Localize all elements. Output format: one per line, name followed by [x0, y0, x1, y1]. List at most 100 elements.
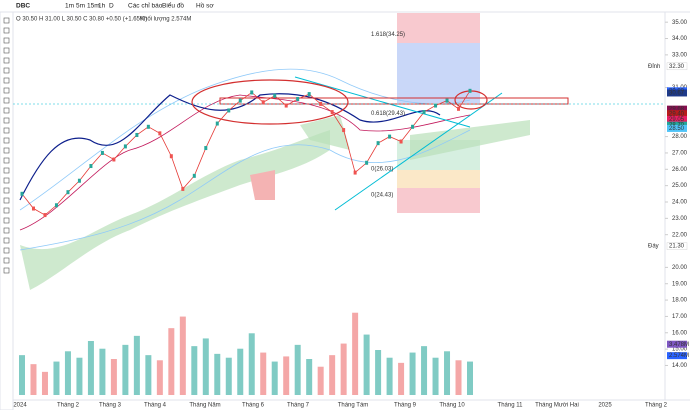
- time-label: Tháng Năm: [189, 403, 220, 409]
- candle: [238, 98, 242, 103]
- price-label: 26.00: [672, 167, 688, 173]
- candle: [66, 190, 70, 195]
- volume-bar: [202, 338, 209, 395]
- candle: [319, 101, 323, 106]
- tool-icon[interactable]: [3, 147, 10, 154]
- volume-bar: [225, 357, 232, 395]
- price-tag-name: Đáy: [648, 244, 659, 250]
- volume-bar: [306, 359, 313, 395]
- candle: [77, 178, 81, 183]
- candle: [215, 121, 219, 126]
- candle: [89, 164, 93, 169]
- volume-bar: [30, 364, 37, 395]
- volume-bar: [317, 366, 324, 395]
- fib-label: 0(24.43): [371, 193, 393, 199]
- candle: [307, 92, 311, 97]
- toolbar-button[interactable]: Biểu đồ: [162, 1, 184, 10]
- time-label: Tháng 6: [242, 403, 265, 409]
- chikou: [19, 93, 441, 201]
- volume-bar: [409, 352, 416, 395]
- volume-bar: [145, 355, 152, 395]
- tool-icon[interactable]: [3, 67, 10, 74]
- tool-icon[interactable]: [3, 187, 10, 194]
- tool-icon[interactable]: [3, 107, 10, 114]
- tool-icon[interactable]: [3, 177, 10, 184]
- candle: [365, 160, 369, 165]
- candle: [457, 106, 461, 111]
- tool-icon[interactable]: [3, 57, 10, 64]
- tool-icon[interactable]: [3, 167, 10, 174]
- tool-icon[interactable]: [3, 127, 10, 134]
- volume-bar: [156, 360, 163, 395]
- candle: [123, 144, 127, 149]
- tool-icon[interactable]: [3, 207, 10, 214]
- candle: [54, 203, 58, 208]
- tool-icon[interactable]: [3, 197, 10, 204]
- fib-label: 1.618(34.25): [371, 32, 405, 38]
- legend-volume: Khối lượng 2.574M: [140, 17, 191, 23]
- price-tag-label: 29.05: [669, 117, 685, 123]
- price-label: 35.00: [672, 20, 688, 26]
- toolbar-button[interactable]: Hồ sơ: [196, 1, 214, 10]
- tool-icon[interactable]: [3, 267, 10, 274]
- price-label: 19.00: [672, 281, 688, 287]
- fib-zone: [397, 188, 480, 213]
- legend-ohlc: O 30.50 H 31.00 L 30.50 C 30.80 +0.50 (+…: [16, 17, 147, 23]
- candle: [376, 141, 380, 146]
- candle: [399, 139, 403, 144]
- volume-bar: [444, 351, 451, 395]
- time-label: Tháng 9: [394, 403, 417, 409]
- price-label: 25.00: [672, 183, 688, 189]
- interval[interactable]: 1h: [98, 3, 106, 10]
- price-tag-label: 21.30: [669, 244, 685, 250]
- candle: [204, 146, 208, 151]
- bollinger: [19, 68, 471, 211]
- volume-bar: [122, 344, 129, 395]
- tool-icon[interactable]: [3, 237, 10, 244]
- tool-icon[interactable]: [3, 47, 10, 54]
- tool-icon[interactable]: [3, 247, 10, 254]
- volume-bar: [237, 348, 244, 395]
- volume-bar: [110, 359, 117, 395]
- price-label: 28.00: [672, 134, 688, 140]
- volume-bar: [76, 357, 83, 395]
- interval[interactable]: D: [109, 3, 114, 10]
- candle: [227, 108, 231, 113]
- volume-bar: [421, 346, 428, 395]
- tool-icon[interactable]: [3, 97, 10, 104]
- price-label: 27.00: [672, 151, 688, 157]
- price-tag-label: 3.478M: [669, 342, 689, 348]
- toolbar-button[interactable]: Các chỉ báo: [128, 2, 163, 10]
- price-label: 14.00: [672, 363, 688, 369]
- volume-bar: [375, 350, 382, 395]
- price-label: 22.00: [672, 232, 688, 238]
- price-label: 23.00: [672, 216, 688, 222]
- tool-icon[interactable]: [3, 17, 10, 24]
- interval[interactable]: 15m: [87, 3, 100, 10]
- price-tag: [667, 340, 687, 348]
- tool-icon[interactable]: [3, 137, 10, 144]
- symbol[interactable]: DBC: [16, 3, 30, 10]
- time-label: Tháng 7: [287, 403, 310, 409]
- tool-icon[interactable]: [3, 77, 10, 84]
- time-label: 2024: [13, 403, 27, 409]
- price-label: 20.00: [672, 265, 688, 271]
- tool-icon[interactable]: [3, 157, 10, 164]
- volume-bar: [87, 341, 94, 395]
- volume-bar: [329, 355, 336, 395]
- tool-icon[interactable]: [3, 117, 10, 124]
- volume-bar: [168, 328, 175, 395]
- price-label: 18.00: [672, 298, 688, 304]
- tool-icon[interactable]: [3, 37, 10, 44]
- tool-icon[interactable]: [3, 87, 10, 94]
- candle: [388, 134, 392, 139]
- interval[interactable]: 5m: [76, 3, 85, 10]
- tool-icon[interactable]: [3, 27, 10, 34]
- tool-icon[interactable]: [3, 257, 10, 264]
- price-label: 33.00: [672, 52, 688, 58]
- tool-icon[interactable]: [3, 227, 10, 234]
- volume-bar: [340, 343, 347, 395]
- tool-icon[interactable]: [3, 217, 10, 224]
- interval[interactable]: 1m: [65, 3, 74, 10]
- volume-bar: [133, 335, 140, 395]
